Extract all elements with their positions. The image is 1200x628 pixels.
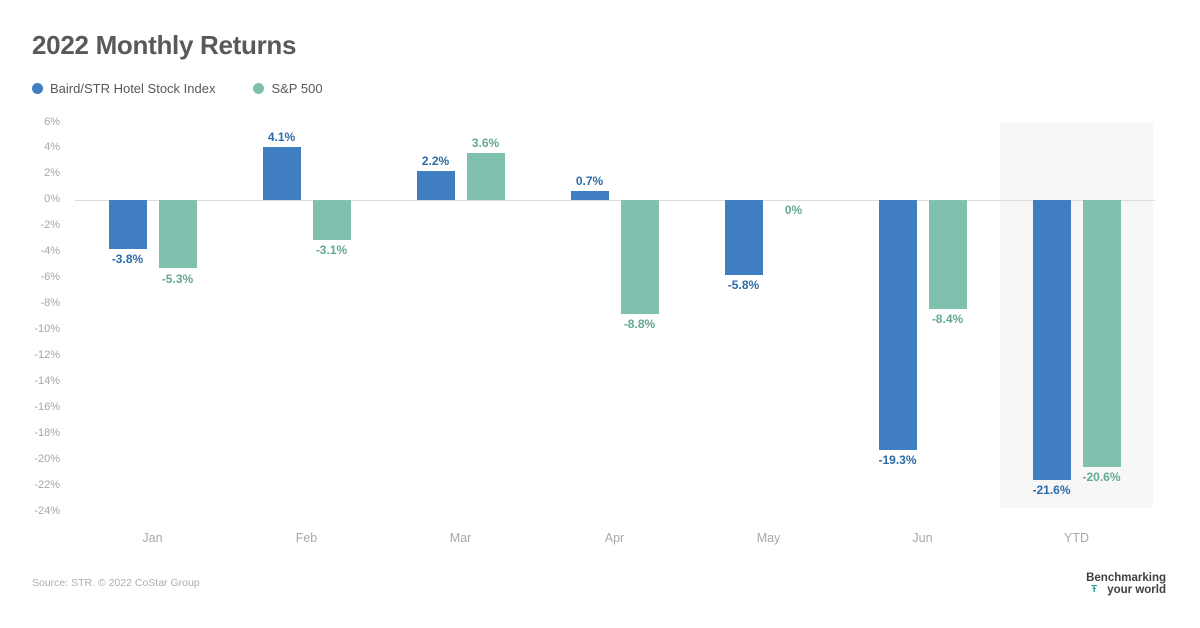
y-axis-tick: 4% xyxy=(44,141,60,154)
bar-apr-sp500 xyxy=(620,199,659,314)
y-axis-tick: -6% xyxy=(40,271,60,284)
plot-area: -3.8% 4.1% 2.2% 0.7% -5.8% -19.3% -21.6% -5.3% -… xyxy=(75,122,1155,545)
bar-value-label: -3.8% xyxy=(111,252,144,267)
bar-mar-hotel-index xyxy=(416,171,455,200)
y-axis-tick: 0% xyxy=(44,193,60,206)
x-axis-label-feb: Feb xyxy=(295,531,318,545)
legend-dot-sp500 xyxy=(253,83,265,94)
bar-feb-hotel-index xyxy=(262,146,301,200)
legend-label-sp500: S&P 500 xyxy=(271,81,323,96)
bar-value-label: 3.6% xyxy=(471,136,500,151)
legend: Baird/STR Hotel Stock Index S&P 500 xyxy=(32,81,323,96)
bar-feb-sp500 xyxy=(312,199,351,240)
y-axis-tick: -18% xyxy=(34,426,60,439)
bar-value-label: -3.1% xyxy=(315,243,348,257)
bar-apr-hotel-index xyxy=(570,190,609,200)
chart-title: 2022 Monthly Returns xyxy=(32,30,297,60)
bar-value-label: -8.8% xyxy=(623,316,656,331)
y-axis-tick: -8% xyxy=(40,297,60,309)
y-axis-tick: -4% xyxy=(40,245,60,258)
bar-ytd-hotel-index xyxy=(1032,199,1071,480)
legend-dot-baird-str xyxy=(32,83,43,94)
bar-may-hotel-index xyxy=(724,199,763,275)
bar-value-label: -21.6% xyxy=(1032,482,1071,497)
bar-mar-sp500 xyxy=(466,153,505,200)
bar-jun-hotel-index xyxy=(878,199,917,451)
y-axis-tick: -14% xyxy=(34,374,60,387)
y-axis-tick: -12% xyxy=(34,348,60,361)
bar-jan-hotel-index xyxy=(108,199,147,250)
y-axis-tick: -20% xyxy=(34,452,60,465)
y-axis-tick: -24% xyxy=(34,504,60,517)
x-axis-label-mar: Mar xyxy=(449,531,472,545)
bar-value-label: -5.3% xyxy=(161,271,194,286)
y-axis-tick: 6% xyxy=(44,115,60,128)
bar-value-label: -5.8% xyxy=(727,278,760,292)
str-logo-glyph-icon: Ŧ xyxy=(1091,584,1098,595)
y-axis-tick: -2% xyxy=(40,219,60,232)
source-text: Source: STR. © 2022 CoStar Group xyxy=(32,577,200,589)
bar-jun-sp500 xyxy=(928,199,967,309)
bar-value-label: 4.1% xyxy=(267,129,296,144)
logo-line1: Benchmarking xyxy=(1086,572,1166,584)
str-logo: Benchmarking Ŧ your world xyxy=(1086,572,1166,596)
bar-value-label: -19.3% xyxy=(878,453,917,468)
x-axis-label-jun: Jun xyxy=(912,531,933,545)
logo-line2: Ŧ your world xyxy=(1091,584,1166,596)
logo-line2-text: your world xyxy=(1107,584,1166,596)
y-axis-tick: 2% xyxy=(44,167,60,180)
x-axis-label-may: May xyxy=(756,531,781,545)
bar-jan-sp500 xyxy=(158,199,197,269)
y-axis-tick: -22% xyxy=(34,478,60,491)
bar-value-label: -8.4% xyxy=(931,311,964,326)
x-axis-label-jan: Jan xyxy=(142,531,163,545)
bar-value-label: 0.7% xyxy=(575,173,604,188)
bar-ytd-sp500 xyxy=(1082,199,1121,467)
bar-value-label: 2.2% xyxy=(421,154,450,169)
legend-item-baird-str: Baird/STR Hotel Stock Index xyxy=(32,81,215,96)
zero-baseline xyxy=(75,199,1155,201)
y-axis: 6% 4% 2% 0% -2% -4% -6% -8% -10% -12% -14% -16% -18%… xyxy=(14,116,60,517)
y-axis-tick: -10% xyxy=(34,323,60,335)
x-axis-label-apr: Apr xyxy=(604,531,625,545)
ytd-highlight-panel xyxy=(1000,122,1153,508)
bar-value-label: 0% xyxy=(784,202,803,217)
x-axis-label-ytd: YTD xyxy=(1064,531,1089,545)
legend-label-baird-str: Baird/STR Hotel Stock Index xyxy=(50,81,216,96)
bar-value-label: -20.6% xyxy=(1082,469,1121,484)
legend-item-sp500: S&P 500 xyxy=(253,81,323,96)
y-axis-tick: -16% xyxy=(34,400,60,413)
